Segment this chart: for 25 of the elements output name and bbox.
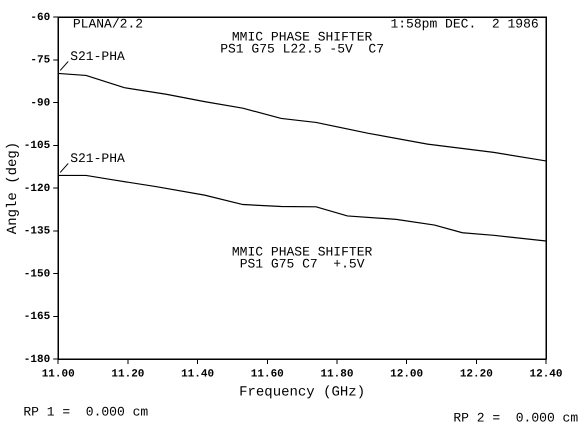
x-tick-label: 11.60 <box>250 368 284 380</box>
y-tick-label: -165 <box>24 311 51 324</box>
x-tick-label: 12.20 <box>460 368 493 380</box>
y-tick-label: -180 <box>24 354 50 366</box>
text: RP 2 = 0.000 cm <box>453 410 578 426</box>
y-tick-label: -60 <box>30 12 50 24</box>
series-label: S21-PHA <box>70 48 126 64</box>
x-tick-label: 12.40 <box>529 368 563 380</box>
x-tick-label: 11.80 <box>320 368 354 380</box>
y-tick-label: -135 <box>24 226 51 238</box>
annotation: PLANA/2.2 <box>72 16 144 32</box>
x-tick-label: 11.00 <box>42 368 75 380</box>
y-tick-label: -75 <box>30 54 51 67</box>
y-tick-label: -90 <box>30 97 50 110</box>
y-tick-label: -150 <box>24 268 50 280</box>
x-tick-label: 11.40 <box>181 368 214 380</box>
y-axis-title: Angle (deg) <box>5 142 22 234</box>
x-tick-label: 12.00 <box>390 368 424 380</box>
annotation: 1:58pm DEC. 2 1986 <box>390 16 539 32</box>
y-tick-label: -120 <box>24 182 50 195</box>
text: RP 1 = 0.000 cm <box>23 404 148 420</box>
y-tick-label: -105 <box>24 140 51 152</box>
series-label: S21-PHA <box>70 150 126 166</box>
x-axis-title: Frequency (GHz) <box>239 384 366 400</box>
x-tick-label: 11.20 <box>111 368 144 380</box>
